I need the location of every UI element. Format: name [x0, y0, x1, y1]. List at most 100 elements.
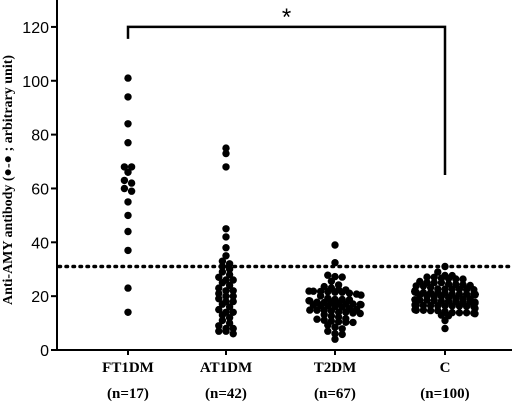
data-point-at1dm: [222, 233, 230, 241]
data-point-at1dm: [229, 292, 237, 300]
data-point-t2dm: [342, 308, 350, 316]
data-point-t2dm: [338, 288, 346, 296]
data-point-at1dm: [229, 324, 237, 333]
data-point-at1dm: [215, 289, 223, 298]
y-tick-label: 120: [22, 20, 49, 37]
data-point-t2dm: [320, 311, 328, 319]
data-point-at1dm: [229, 276, 237, 284]
category-label: C: [440, 360, 451, 376]
axes: 0 20 40 60 80 100 120: [22, 0, 512, 360]
data-point-c: [437, 278, 446, 287]
data-point-at1dm: [229, 297, 237, 306]
data-point-t2dm: [327, 312, 336, 320]
data-point-ft1dm: [127, 163, 136, 171]
data-point-at1dm: [218, 300, 227, 308]
data-point-at1dm: [218, 311, 227, 319]
data-point-at1dm: [222, 287, 230, 295]
data-point-at1dm: [218, 257, 227, 265]
data-point-c: [441, 302, 449, 310]
category-label: AT1DM: [200, 360, 252, 376]
data-point-c: [441, 262, 449, 271]
data-point-c: [419, 306, 428, 314]
data-point-t2dm: [316, 292, 325, 300]
data-point-at1dm: [225, 281, 234, 290]
data-point-ft1dm: [124, 284, 132, 292]
data-point-c: [448, 302, 456, 310]
data-point-t2dm: [338, 330, 346, 339]
y-tick-label: 80: [31, 128, 49, 145]
data-point-t2dm: [331, 259, 339, 267]
data-point-t2dm: [331, 335, 339, 343]
y-tick-label: 0: [40, 343, 49, 360]
data-point-c: [471, 291, 479, 299]
data-point-c: [455, 302, 464, 310]
data-point-c: [452, 275, 460, 283]
data-point-t2dm: [313, 306, 321, 314]
data-point-c: [426, 306, 435, 315]
data-point-at1dm: [225, 319, 234, 327]
data-point-t2dm: [327, 307, 336, 315]
data-point-at1dm: [225, 265, 234, 273]
data-point-c: [423, 296, 431, 304]
data-point-c: [437, 311, 446, 319]
data-point-ft1dm: [120, 176, 129, 185]
data-point-at1dm: [215, 305, 223, 314]
data-point-at1dm: [229, 330, 237, 338]
data-point-c: [471, 310, 479, 318]
significance-bracket: *: [126, 4, 447, 175]
data-point-t2dm: [313, 315, 321, 323]
data-point-c: [444, 274, 453, 283]
data-point-at1dm: [222, 149, 230, 158]
data-point-ft1dm: [127, 187, 136, 195]
significance-asterisk: *: [282, 4, 291, 31]
data-point-at1dm: [218, 268, 227, 276]
data-point-t2dm: [345, 289, 354, 297]
data-point-t2dm: [338, 273, 346, 281]
data-point-ft1dm: [124, 308, 132, 316]
data-point-t2dm: [338, 325, 346, 333]
data-point-t2dm: [324, 288, 332, 296]
data-point-t2dm: [306, 306, 314, 314]
y-tick-label: 20: [31, 289, 49, 306]
data-point-at1dm: [215, 284, 223, 292]
data-point-at1dm: [215, 273, 223, 281]
data-point-at1dm: [222, 144, 230, 152]
data-point-t2dm: [324, 321, 332, 329]
data-point-at1dm: [222, 252, 230, 260]
category-label: T2DM: [314, 360, 357, 376]
data-point-at1dm: [222, 163, 230, 171]
data-point-ft1dm: [124, 198, 132, 206]
category-n-label: (n=42): [205, 386, 247, 402]
data-point-t2dm: [324, 271, 332, 279]
data-point-at1dm: [222, 225, 230, 233]
labels: FT1DM (n=17) AT1DM (n=42) T2DM (n=67) C (n=100)…: [1, 55, 470, 402]
data-point-ft1dm: [124, 246, 132, 255]
data-point-c: [459, 275, 467, 283]
data-point-t2dm: [356, 309, 364, 318]
data-point-t2dm: [331, 241, 339, 249]
data-points: [120, 74, 479, 343]
data-point-t2dm: [334, 318, 343, 326]
category-n-label: (n=67): [314, 386, 356, 402]
data-point-at1dm: [229, 308, 237, 316]
data-point-ft1dm: [127, 179, 136, 187]
data-point-ft1dm: [124, 120, 132, 128]
data-point-t2dm: [349, 309, 357, 317]
data-point-ft1dm: [124, 211, 132, 220]
data-point-t2dm: [331, 288, 339, 296]
data-point-at1dm: [215, 327, 223, 335]
data-point-at1dm: [215, 322, 223, 330]
category-label: FT1DM: [102, 360, 154, 376]
data-point-t2dm: [324, 327, 332, 335]
data-point-c: [419, 282, 428, 290]
data-point-at1dm: [222, 327, 230, 335]
data-point-at1dm: [218, 279, 227, 287]
data-point-t2dm: [309, 287, 318, 295]
data-point-t2dm: [357, 301, 365, 309]
data-point-at1dm: [225, 270, 234, 279]
data-point-at1dm: [229, 287, 237, 295]
data-point-t2dm: [331, 330, 339, 338]
category-n-label: (n=17): [107, 386, 149, 402]
data-point-c: [423, 273, 431, 281]
